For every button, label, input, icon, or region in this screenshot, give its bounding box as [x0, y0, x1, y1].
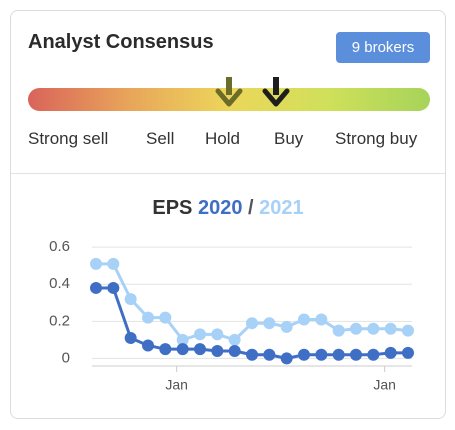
data-point: [124, 332, 137, 345]
data-point: [228, 345, 241, 358]
title-text: EPS: [152, 197, 192, 219]
x-tick-label: Jan: [373, 377, 396, 393]
data-point: [332, 324, 345, 337]
data-point: [298, 313, 310, 326]
consensus-gauge: [28, 88, 430, 111]
title-separator: /: [248, 197, 254, 219]
data-point: [228, 333, 241, 346]
data-point: [246, 348, 258, 361]
y-tick-label: 0.4: [49, 275, 70, 292]
data-point: [263, 317, 276, 330]
gauge-label: Strong buy: [335, 129, 418, 148]
data-point: [280, 320, 293, 333]
gauge-label: Buy: [274, 129, 304, 148]
gauge-label: Strong sell: [28, 129, 109, 148]
data-point: [246, 317, 258, 330]
card: [10, 10, 446, 419]
divider: [11, 173, 445, 174]
data-point: [350, 322, 362, 335]
data-point: [402, 346, 414, 359]
chart-title: EPS 2020 / 2021: [152, 197, 303, 219]
data-point: [194, 343, 206, 356]
data-point: [298, 348, 310, 361]
data-point: [107, 281, 120, 294]
data-point: [159, 343, 172, 356]
data-point: [263, 348, 276, 361]
y-tick-label: 0: [62, 349, 70, 366]
data-point: [315, 348, 328, 361]
y-tick-label: 0.2: [49, 312, 70, 329]
data-point: [176, 343, 189, 356]
data-point: [315, 313, 328, 326]
data-point: [90, 257, 102, 270]
data-point: [90, 281, 102, 294]
data-point: [142, 311, 154, 324]
data-point: [107, 257, 120, 270]
data-point: [384, 346, 397, 359]
x-tick-label: Jan: [165, 377, 188, 393]
data-point: [194, 328, 206, 341]
data-point: [176, 333, 189, 346]
data-point: [211, 328, 224, 341]
data-point: [142, 339, 154, 352]
y-tick-label: 0.6: [49, 238, 70, 255]
data-point: [367, 348, 380, 361]
data-point: [124, 293, 137, 306]
data-point: [332, 348, 345, 361]
brokers-badge[interactable]: 9 brokers: [336, 32, 430, 63]
data-point: [211, 345, 224, 358]
gauge-label: Sell: [146, 129, 175, 148]
data-point: [350, 348, 362, 361]
data-point: [402, 324, 414, 337]
data-point: [159, 311, 172, 324]
card-title: Analyst Consensus: [28, 31, 214, 53]
arrow: [262, 77, 290, 107]
data-point: [367, 322, 380, 335]
arrow: [215, 77, 243, 107]
legend-entry: 2021: [259, 197, 304, 219]
data-point: [280, 352, 293, 365]
legend-entry: 2020: [198, 197, 243, 219]
gauge-label: Hold: [205, 129, 240, 148]
data-point: [384, 322, 397, 335]
